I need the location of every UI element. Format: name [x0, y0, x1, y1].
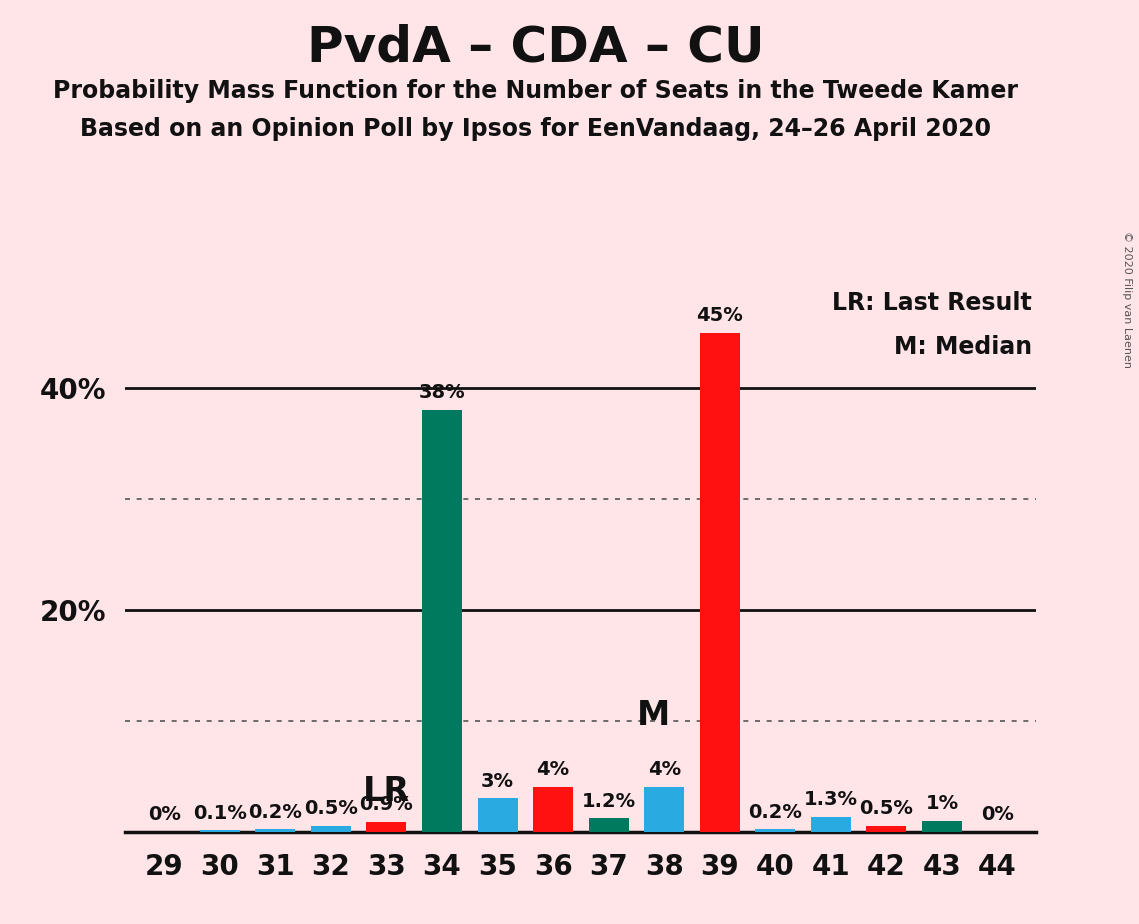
Text: LR: LR	[363, 775, 410, 808]
Text: 0.9%: 0.9%	[360, 795, 413, 814]
Bar	[923, 821, 962, 832]
Text: 38%: 38%	[419, 383, 466, 403]
Text: 0.5%: 0.5%	[304, 799, 358, 819]
Bar	[755, 830, 795, 832]
Bar	[589, 819, 629, 832]
Bar	[255, 830, 295, 832]
Bar	[311, 826, 351, 832]
Text: Probability Mass Function for the Number of Seats in the Tweede Kamer: Probability Mass Function for the Number…	[52, 79, 1018, 103]
Text: M: M	[637, 699, 670, 732]
Text: 1%: 1%	[926, 794, 959, 813]
Bar	[533, 787, 573, 832]
Bar	[867, 826, 907, 832]
Text: 4%: 4%	[536, 760, 570, 780]
Text: 3%: 3%	[481, 772, 514, 791]
Bar	[645, 787, 685, 832]
Bar	[477, 798, 517, 832]
Text: 0.2%: 0.2%	[748, 803, 802, 821]
Text: 0%: 0%	[981, 805, 1014, 824]
Bar	[421, 410, 462, 832]
Bar	[699, 333, 740, 832]
Text: PvdA – CDA – CU: PvdA – CDA – CU	[306, 23, 764, 71]
Text: LR: Last Result: LR: Last Result	[833, 291, 1032, 315]
Text: 0.2%: 0.2%	[248, 803, 302, 821]
Text: 45%: 45%	[696, 306, 743, 325]
Text: 1.3%: 1.3%	[804, 790, 858, 809]
Bar	[199, 831, 239, 832]
Text: 4%: 4%	[648, 760, 681, 780]
Text: 1.2%: 1.2%	[582, 792, 636, 810]
Text: 0%: 0%	[148, 805, 181, 824]
Bar	[367, 821, 407, 832]
Text: © 2020 Filip van Laenen: © 2020 Filip van Laenen	[1122, 231, 1132, 368]
Text: M: Median: M: Median	[894, 335, 1032, 359]
Text: 0.1%: 0.1%	[192, 804, 247, 822]
Text: Based on an Opinion Poll by Ipsos for EenVandaag, 24–26 April 2020: Based on an Opinion Poll by Ipsos for Ee…	[80, 117, 991, 141]
Text: 0.5%: 0.5%	[860, 799, 913, 819]
Bar	[811, 817, 851, 832]
